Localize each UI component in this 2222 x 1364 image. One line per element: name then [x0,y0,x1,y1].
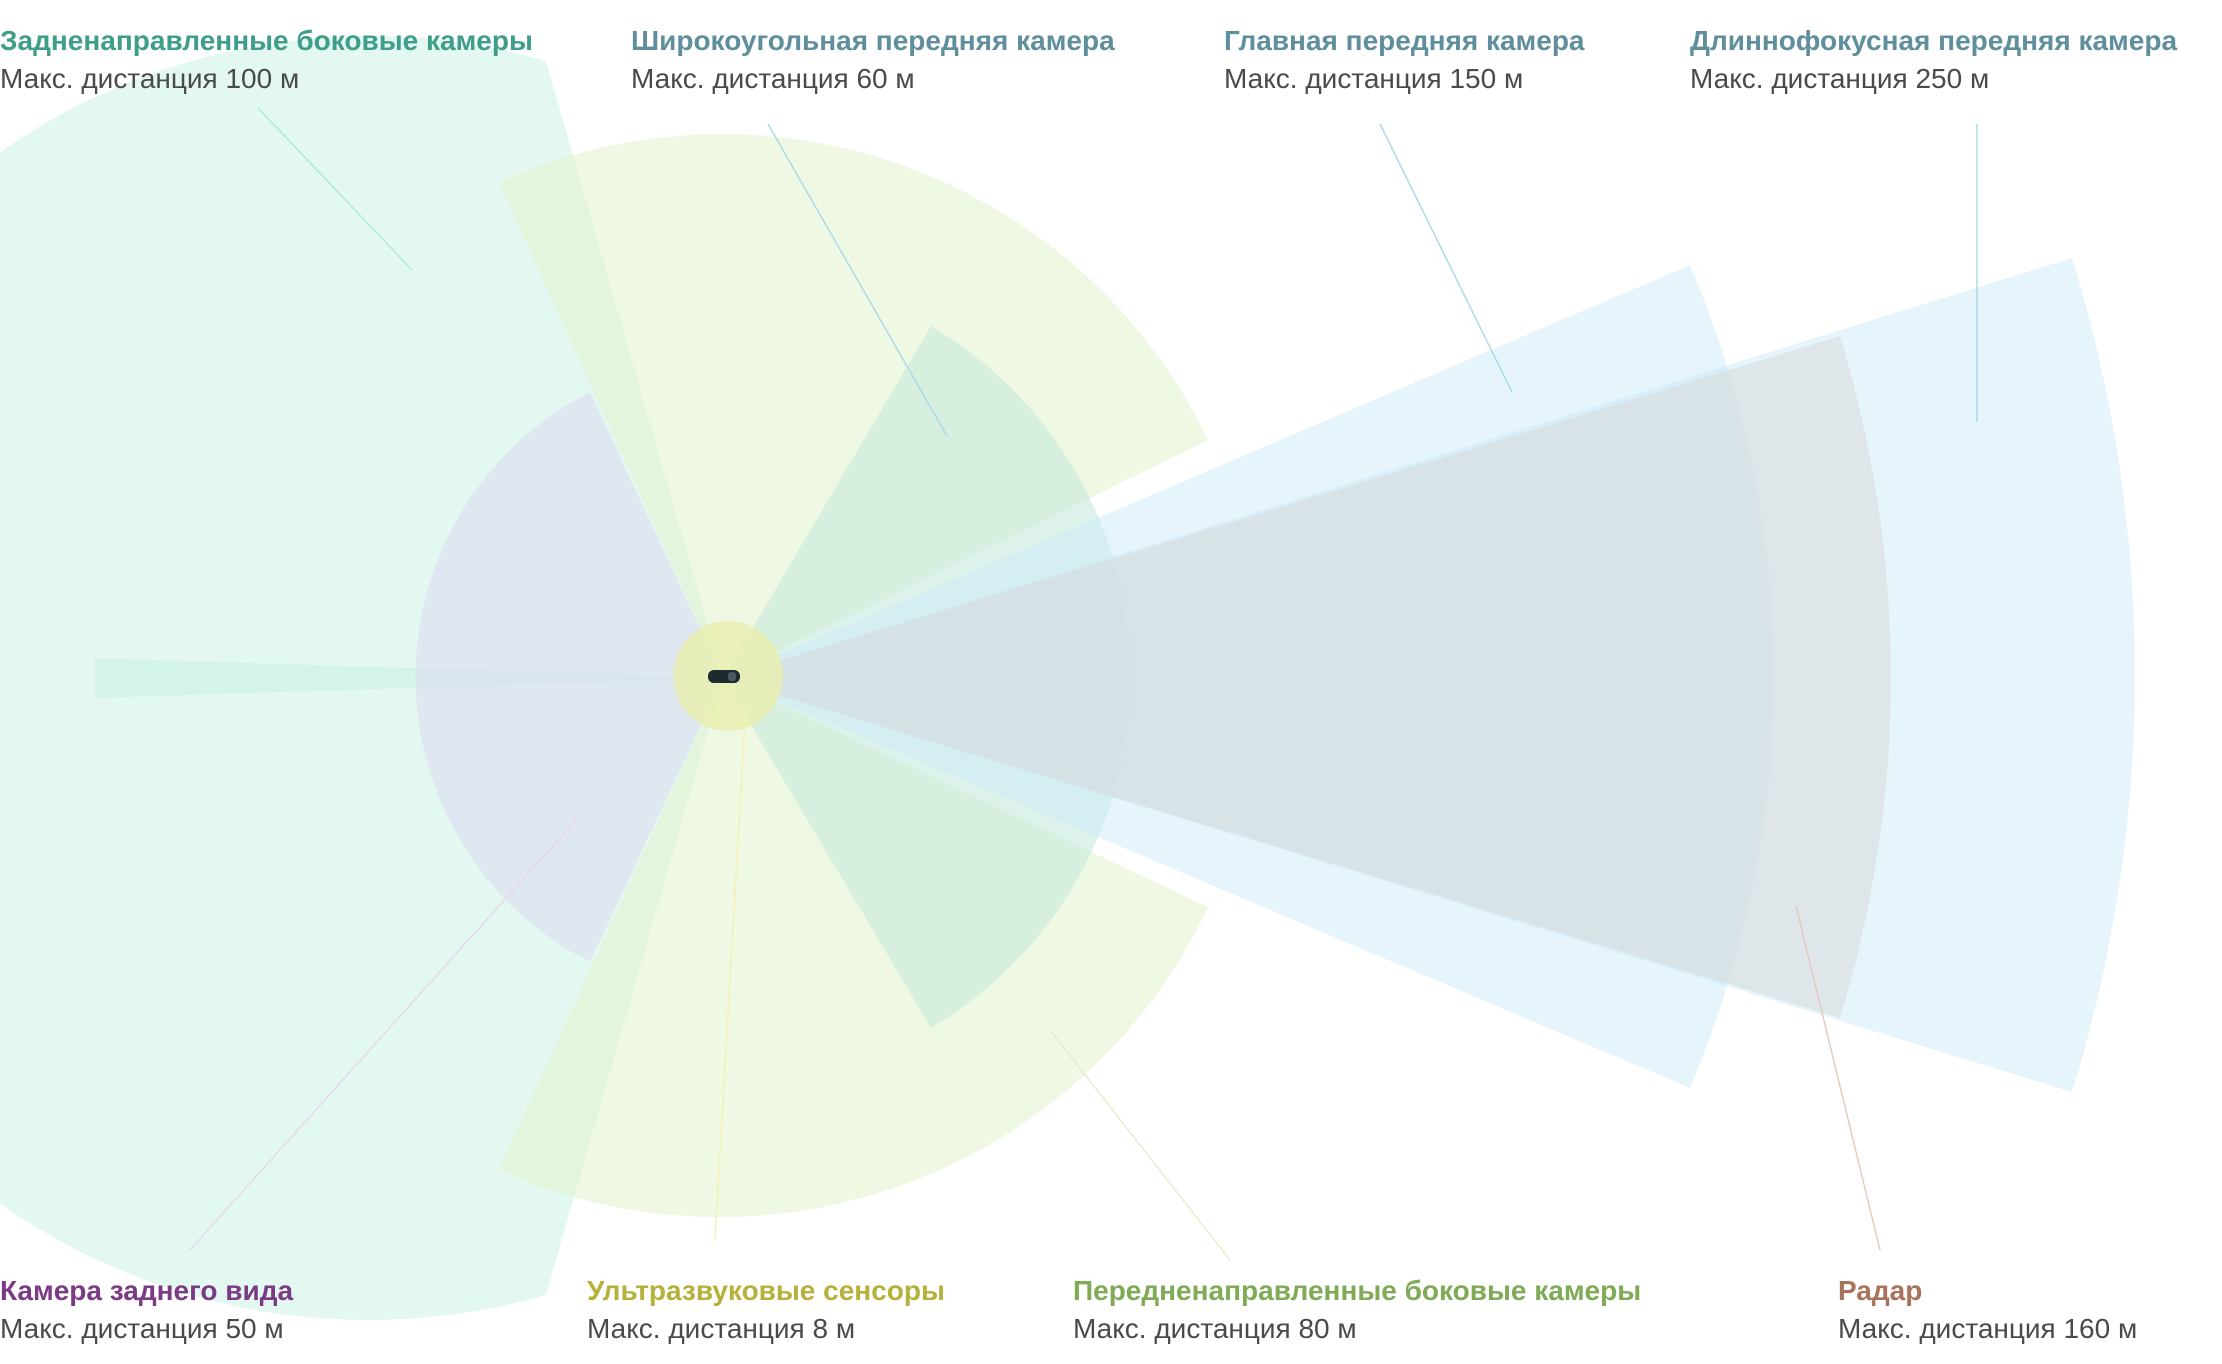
radar-title: Радар [1838,1275,1923,1306]
forward-side-camera-upper-coverage [499,134,1208,679]
rear-side-cameras-distance: Макс. дистанция 100 м [0,63,300,94]
label-wide-camera: Широкоугольная передняя камера Макс. дис… [631,22,1115,98]
narrow-camera-title: Длиннофокусная передняя камера [1690,25,2178,56]
radar-coverage [723,336,1891,1018]
leader-line-radar [1795,905,1881,1251]
ultrasonic-title: Ультразвуковые сенсоры [587,1275,945,1306]
leader-line-ultra [714,701,747,1241]
rearview-camera-distance: Макс. дистанция 50 м [0,1313,284,1344]
forward-side-cameras-title: Передненаправленные боковые камеры [1073,1275,1642,1306]
label-forward-side-cameras: Передненаправленные боковые камеры Макс.… [1073,1272,1641,1348]
label-radar: Радар Макс. дистанция 160 м [1838,1272,2137,1348]
wide-camera-title: Широкоугольная передняя камера [631,25,1115,56]
label-narrow-camera: Длиннофокусная передняя камера Макс. дис… [1690,22,2177,98]
car-icon [708,670,740,683]
rearview-camera-coverage [415,392,723,962]
leader-line-main [1379,123,1513,393]
label-main-camera: Главная передняя камера Макс. дистанция … [1224,22,1585,98]
leader-line-rear-side [257,107,413,271]
main-camera-title: Главная передняя камера [1224,25,1585,56]
wide-camera-distance: Макс. дистанция 60 м [631,63,915,94]
label-ultrasonic: Ультразвуковые сенсоры Макс. дистанция 8… [587,1272,945,1348]
label-rearview-camera: Камера заднего вида Макс. дистанция 50 м [0,1272,293,1348]
leader-line-rearview [189,817,579,1251]
ultrasonic-distance: Макс. дистанция 8 м [587,1313,856,1344]
leader-line-fwd-side [1049,1029,1231,1261]
rear-side-camera-rear-strip [95,658,723,698]
rear-side-cameras-title: Задненаправленные боковые камеры [0,25,533,56]
rearview-camera-title: Камера заднего вида [0,1275,294,1306]
forward-side-cameras-distance: Макс. дистанция 80 м [1073,1313,1357,1344]
main-camera-distance: Макс. дистанция 150 м [1224,63,1524,94]
forward-side-camera-lower-coverage [499,678,1208,1218]
leader-line-wide [767,123,948,437]
narrow-camera-distance: Макс. дистанция 250 м [1690,63,1990,94]
label-rear-side-cameras: Задненаправленные боковые камеры Макс. д… [0,22,533,98]
radar-distance: Макс. дистанция 160 м [1838,1313,2138,1344]
